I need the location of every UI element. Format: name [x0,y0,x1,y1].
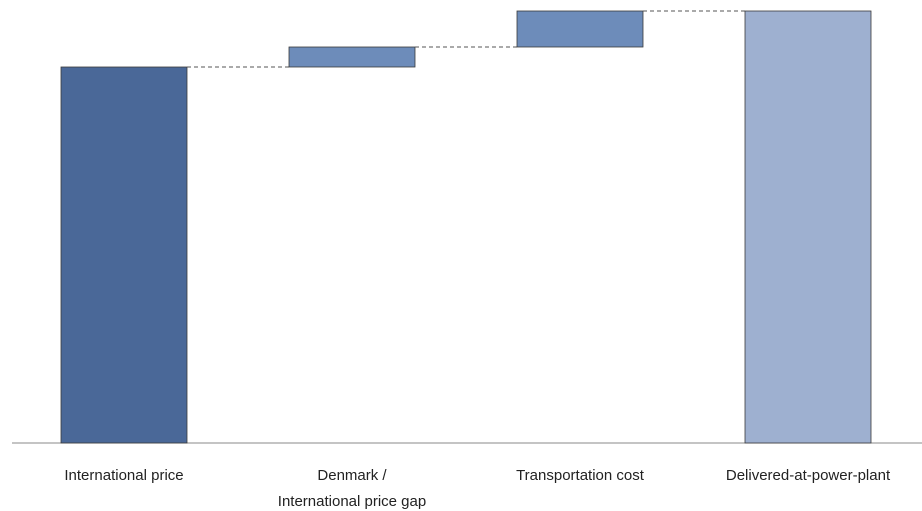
x-tick-label: Delivered-at-power-plant [725,467,891,484]
x-tick-label: Denmark / International price gap [277,467,427,510]
bar [516,10,644,48]
bar [288,46,416,68]
bar [744,10,872,444]
bar [60,66,188,444]
x-tick-label: International price [64,467,184,484]
x-tick-label: Transportation cost [516,467,644,484]
